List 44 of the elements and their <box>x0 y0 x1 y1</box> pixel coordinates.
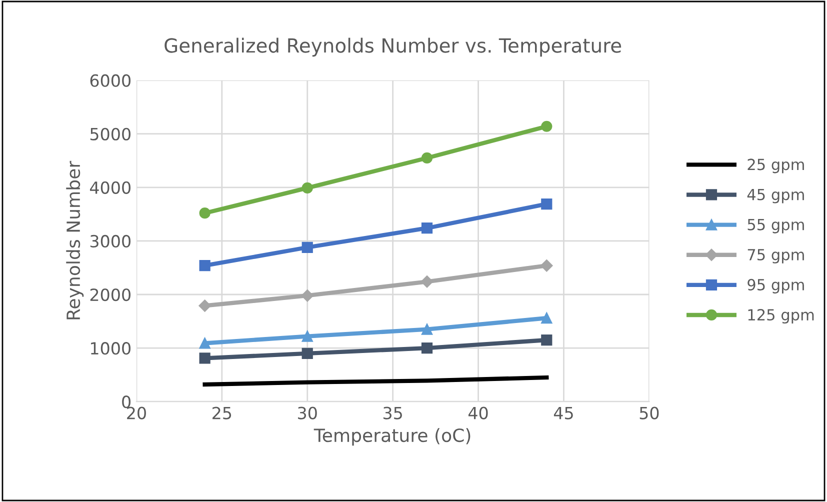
point <box>421 324 433 335</box>
point <box>302 330 313 342</box>
chart-title: Generalized Reynolds Number vs. Temperature <box>164 38 622 57</box>
y-tick-label: 4000 <box>90 181 130 194</box>
y-axis-title: Reynolds Number <box>66 160 84 320</box>
y-tick-label: 3000 <box>90 234 130 248</box>
point <box>541 120 552 132</box>
point <box>421 222 433 234</box>
y-tick-label: 2000 <box>90 288 130 302</box>
y-tick-label: 1000 <box>91 342 130 355</box>
point <box>302 348 313 359</box>
point <box>420 276 434 288</box>
y-tick-label: 6000 <box>90 74 130 87</box>
x-tick-label: 25 <box>212 406 232 420</box>
legend-label: 75 gpm <box>748 249 804 264</box>
x-tick-label: 30 <box>298 406 317 420</box>
point <box>421 152 433 164</box>
point <box>540 259 553 272</box>
point <box>541 198 552 210</box>
x-tick-label: 45 <box>554 406 573 420</box>
x-tick-label: 50 <box>640 406 659 420</box>
point <box>199 208 210 219</box>
legend-label: 25 gpm <box>748 158 804 174</box>
point <box>421 342 433 354</box>
legend-label: 125 gpm <box>748 308 814 324</box>
legend-label: 45 gpm <box>747 188 804 204</box>
point <box>302 242 313 253</box>
line-series <box>202 375 549 387</box>
point <box>198 300 211 312</box>
x-tick-label: 35 <box>383 406 402 420</box>
point <box>541 334 552 346</box>
point <box>302 182 313 194</box>
y-tick-label: 0 <box>122 396 130 408</box>
x-tick-label: 40 <box>468 406 488 420</box>
point <box>301 289 314 302</box>
point <box>199 352 210 364</box>
point <box>199 260 210 272</box>
x-axis-title: Temperature (oC) <box>314 428 470 446</box>
legend-label: 55 gpm <box>748 219 804 234</box>
point <box>199 338 210 349</box>
x-tick-label: 20 <box>127 406 146 420</box>
legend-label: 95 gpm <box>748 278 804 294</box>
y-tick-label: 5000 <box>90 128 130 140</box>
point <box>541 312 552 324</box>
